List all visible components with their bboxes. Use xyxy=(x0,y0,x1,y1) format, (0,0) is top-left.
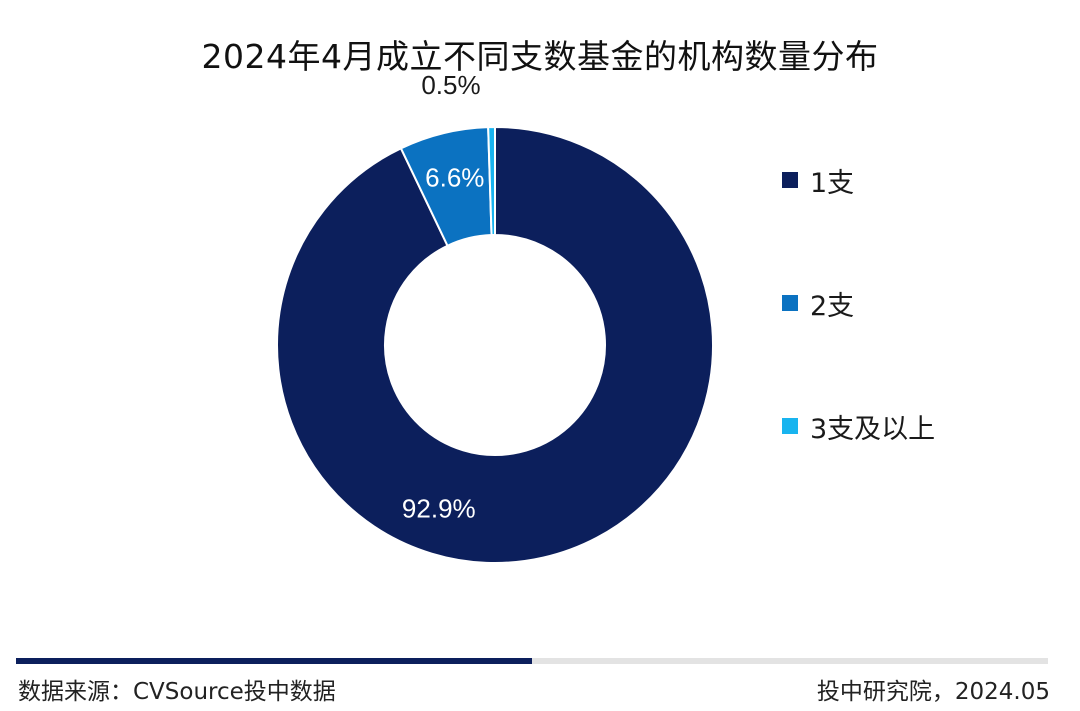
legend-label-2: 2支 xyxy=(810,290,855,322)
data-label-1: 92.9% xyxy=(402,494,476,524)
legend-swatch-1 xyxy=(782,172,798,188)
legend-label-1: 1支 xyxy=(810,167,855,199)
publisher-credit: 投中研究院，2024.05 xyxy=(816,679,1050,705)
source-note: 数据来源：CVSource投中数据 xyxy=(18,679,336,705)
data-label-2: 6.6% xyxy=(425,163,484,193)
legend-item-1: 1支 xyxy=(782,160,854,200)
legend-swatch-3 xyxy=(782,418,798,434)
footer-rule-accent xyxy=(16,658,532,664)
legend-swatch-2 xyxy=(782,295,798,311)
chart-title: 2024年4月成立不同支数基金的机构数量分布 xyxy=(201,37,879,76)
slice-1 xyxy=(276,125,715,564)
legend-item-3: 3支及以上 xyxy=(782,406,935,446)
slice-3 xyxy=(487,125,496,237)
legend-label-3: 3支及以上 xyxy=(810,413,936,445)
footer-rule xyxy=(16,658,1048,664)
data-label-3: 0.5% xyxy=(421,70,480,100)
data-labels: 92.9% 6.6% 0.5% xyxy=(402,70,484,524)
legend-item-2: 2支 xyxy=(782,283,854,323)
donut-slices xyxy=(276,125,715,564)
